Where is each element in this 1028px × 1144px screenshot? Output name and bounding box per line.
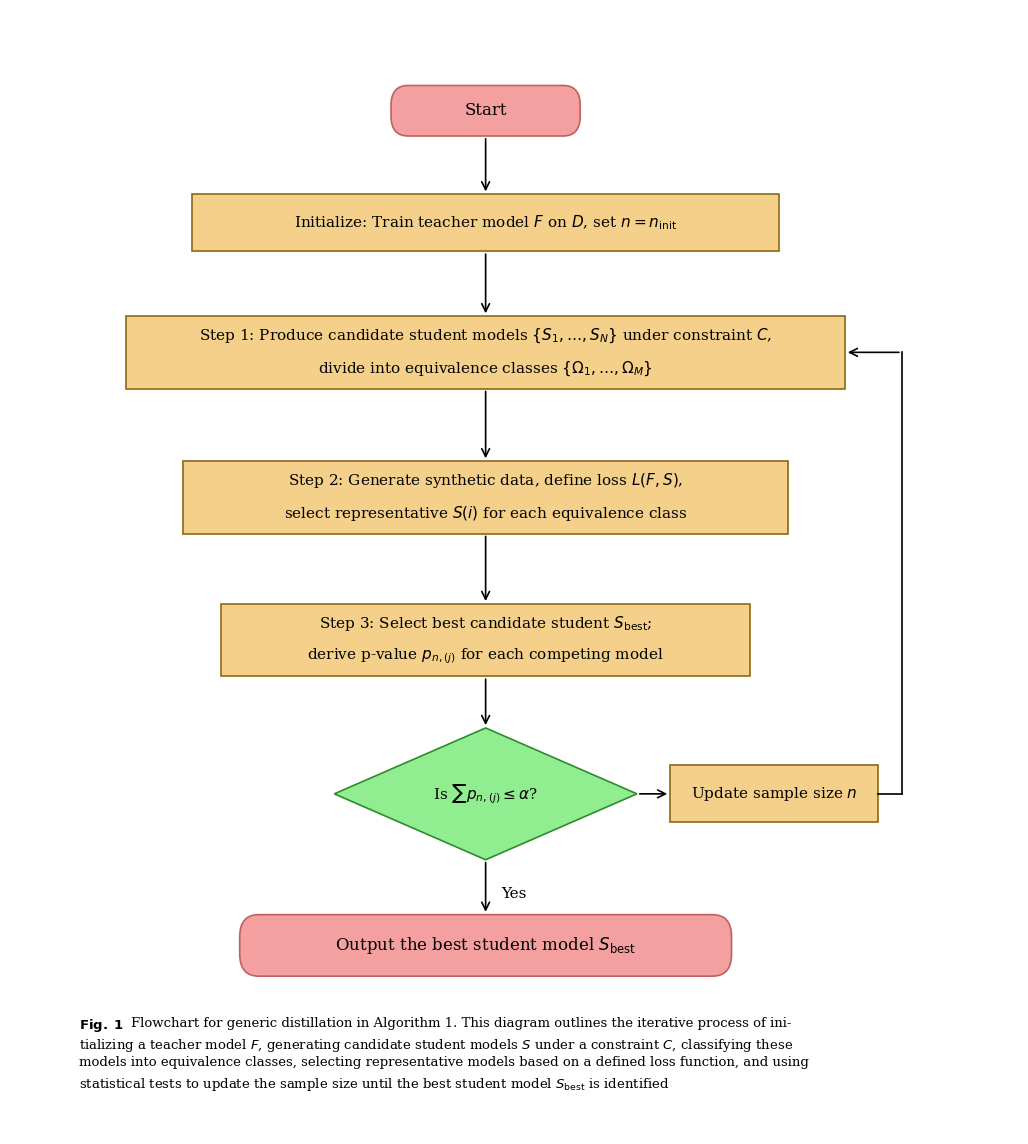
Text: Step 1: Produce candidate student models $\{S_1,\ldots,S_N\}$ under constraint $: Step 1: Produce candidate student models… <box>199 327 772 345</box>
Text: Start: Start <box>465 102 507 119</box>
FancyBboxPatch shape <box>221 604 750 676</box>
Text: Step 2: Generate synthetic data, define loss $L(F, S)$,: Step 2: Generate synthetic data, define … <box>288 471 684 491</box>
FancyBboxPatch shape <box>183 461 788 533</box>
Text: select representative $S(i)$ for each equivalence class: select representative $S(i)$ for each eq… <box>284 505 688 523</box>
Text: Initialize: Train teacher model $F$ on $D$, set $n = n_{\mathrm{init}}$: Initialize: Train teacher model $F$ on $… <box>294 214 677 232</box>
Text: tializing a teacher model $F$, generating candidate student models $S$ under a c: tializing a teacher model $F$, generatin… <box>79 1036 794 1054</box>
FancyBboxPatch shape <box>240 915 732 976</box>
Text: Output the best student model $S_{\mathrm{best}}$: Output the best student model $S_{\mathr… <box>335 935 636 956</box>
Polygon shape <box>334 728 637 860</box>
Text: models into equivalence classes, selecting representative models based on a defi: models into equivalence classes, selecti… <box>79 1056 809 1070</box>
Text: Update sample size $n$: Update sample size $n$ <box>691 785 857 803</box>
FancyBboxPatch shape <box>670 765 878 823</box>
Text: statistical tests to update the sample size until the best student model $S_{\ma: statistical tests to update the sample s… <box>79 1077 669 1094</box>
Text: $\mathbf{Fig.\ 1}$: $\mathbf{Fig.\ 1}$ <box>79 1017 124 1034</box>
FancyBboxPatch shape <box>192 194 779 252</box>
Text: derive p-value $p_{n,(j)}$ for each competing model: derive p-value $p_{n,(j)}$ for each comp… <box>307 646 664 666</box>
FancyBboxPatch shape <box>126 316 845 389</box>
Text: Flowchart for generic distillation in Algorithm 1. This diagram outlines the ite: Flowchart for generic distillation in Al… <box>131 1017 792 1030</box>
FancyBboxPatch shape <box>391 86 580 136</box>
Text: Step 3: Select best candidate student $S_{\mathrm{best}}$;: Step 3: Select best candidate student $S… <box>319 614 653 633</box>
Text: Is $\sum p_{n,(j)} \leq \alpha$?: Is $\sum p_{n,(j)} \leq \alpha$? <box>433 782 538 805</box>
Text: Yes: Yes <box>502 888 526 901</box>
Text: divide into equivalence classes $\{\Omega_1,\ldots,\Omega_M\}$: divide into equivalence classes $\{\Omeg… <box>319 359 653 378</box>
